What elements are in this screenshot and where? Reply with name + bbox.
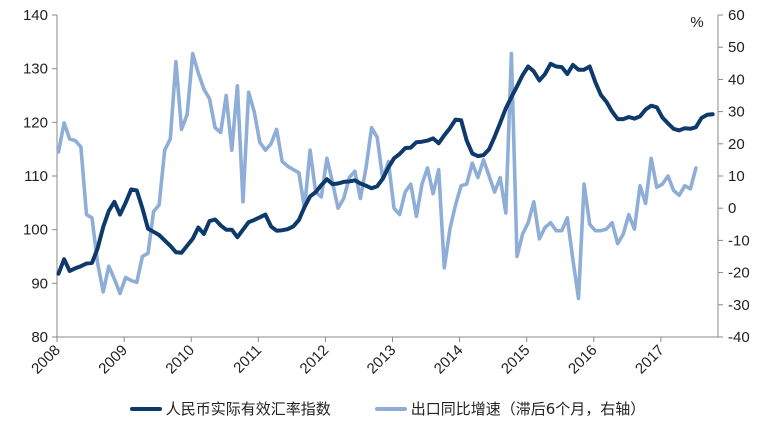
left-axis-tick-label: 140 (23, 7, 48, 24)
legend-item-rmb-reer: 人民币实际有效汇率指数 (129, 398, 331, 419)
legend-label-export-growth: 出口同比增速（滞后6个月，右轴） (410, 400, 646, 418)
legend-item-export-growth: 出口同比增速（滞后6个月，右轴） (374, 398, 646, 419)
x-axis-tick-label: 2011 (230, 342, 265, 377)
legend-swatch-dark-blue (129, 406, 162, 411)
x-axis-tick-label: 2009 (95, 342, 131, 378)
right-axis-tick-label: -10 (728, 232, 750, 249)
x-axis-tick-label: 2015 (498, 342, 534, 378)
legend-swatch-light-blue (374, 406, 407, 411)
x-axis-tick-label: 2014 (431, 342, 467, 378)
right-axis-unit-label: % (690, 14, 703, 31)
x-axis-tick-label: 2017 (632, 342, 668, 378)
legend-label-rmb-reer: 人民币实际有效汇率指数 (165, 400, 331, 418)
legend: 人民币实际有效汇率指数 出口同比增速（滞后6个月，右轴） (0, 398, 775, 419)
x-axis-tick-label: 2010 (162, 342, 198, 378)
left-axis-tick-label: 80 (31, 329, 48, 346)
right-axis-tick-label: 0 (728, 200, 736, 217)
left-axis-tick-label: 110 (24, 168, 48, 185)
rmb-reer-line (56, 61, 715, 276)
x-axis-tick-label: 2013 (364, 342, 400, 378)
left-axis-tick-label: 130 (23, 61, 48, 78)
right-axis-tick-label: 50 (728, 39, 745, 56)
right-axis-tick-label: 30 (728, 104, 745, 121)
right-axis-tick-label: 40 (728, 71, 745, 88)
export-growth-line (56, 51, 698, 301)
dual-axis-line-chart: 80 90 100 110 120 130 140 -40 -30 -20 -10 0 10 20 30 40… (23, 7, 750, 377)
right-axis-tick-label: 60 (728, 7, 745, 24)
right-axis-tick-label: -30 (728, 297, 750, 314)
right-axis-tick-label: 20 (728, 136, 745, 153)
right-axis-tick-label: -40 (728, 329, 750, 346)
left-axis-tick-label: 100 (23, 222, 48, 239)
left-axis-tick-label: 90 (31, 275, 48, 292)
left-axis-tick-label: 120 (23, 114, 48, 131)
right-axis-tick-label: 10 (728, 168, 745, 185)
axes: 80 90 100 110 120 130 140 -40 -30 -20 -10 0 10 20 30 40… (23, 7, 750, 377)
x-axis-tick-label: 2008 (28, 342, 64, 378)
series-lines (56, 51, 715, 301)
x-axis-tick-label: 2016 (565, 342, 601, 378)
right-axis-tick-label: -20 (728, 265, 750, 282)
x-axis-tick-label: 2012 (297, 342, 333, 378)
